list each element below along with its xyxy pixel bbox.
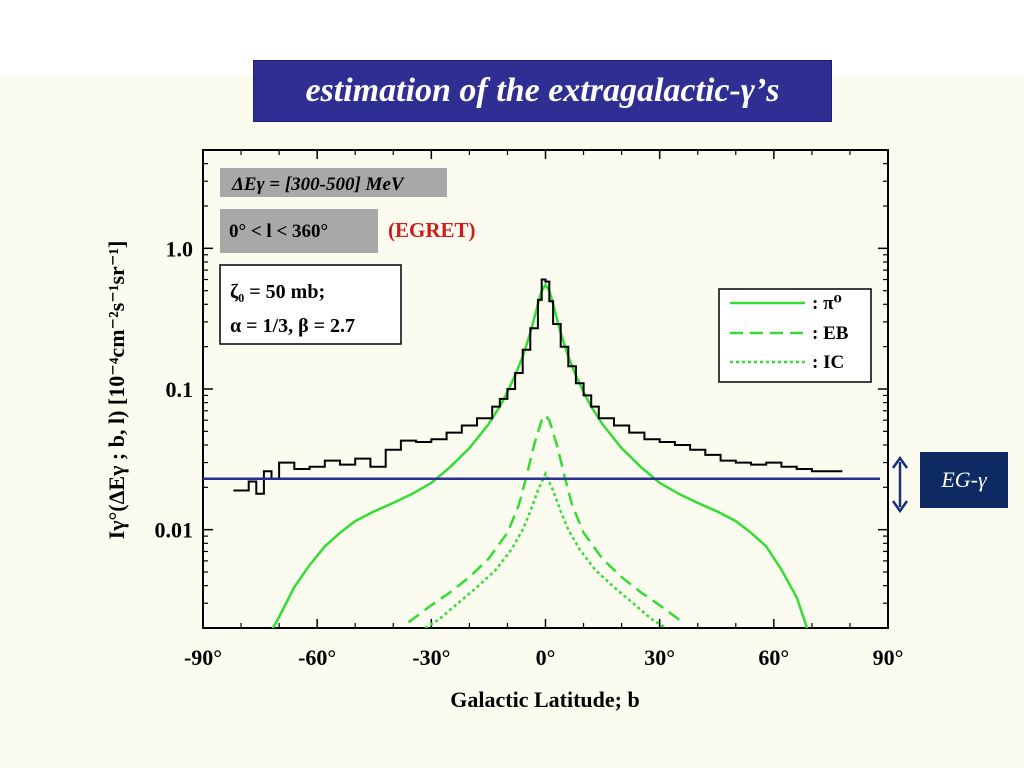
y-tick-label: 0.1 (166, 377, 194, 402)
y-tick-label: 1.0 (166, 236, 194, 261)
pi0-model-curve (271, 282, 809, 628)
x-tick-label: 30° (644, 645, 675, 670)
legend-eb-label: : EB (812, 323, 849, 344)
parameter-alpha-beta-label: α = 1/3, β = 2.7 (230, 315, 355, 337)
legend-ic-label: : IC (812, 352, 844, 373)
x-tick-label: 90° (873, 645, 904, 670)
legend-box (718, 288, 872, 383)
slide-title: estimation of the extragalactic-γ’s (253, 60, 832, 122)
egret-data-histogram (233, 278, 843, 495)
x-tick-label: 0° (536, 645, 556, 670)
energy-band-label: ΔEγ = [300-500] MeV (231, 174, 405, 195)
eg-range-arrow (891, 455, 909, 514)
ic-model-curve (422, 470, 669, 628)
longitude-range-label: 0° < l < 360° (229, 221, 328, 242)
parameters-box (219, 264, 402, 345)
eg-gamma-label: EG-γ (920, 452, 1008, 508)
y-axis-title: Iγ°(ΔEγ ; b, l) [10⁻⁴cm⁻²s⁻¹sr⁻¹] (104, 241, 129, 540)
x-tick-label: -60° (298, 645, 336, 670)
data-source-label: (EGRET) (388, 218, 476, 242)
legend-pi0-label: : π⁰ (812, 293, 842, 314)
longitude-range-box (220, 209, 378, 253)
x-tick-label: -90° (184, 645, 222, 670)
energy-band-box (220, 168, 447, 197)
x-tick-label: 60° (758, 645, 789, 670)
eb-model-curve (407, 413, 684, 624)
plot-lines (233, 278, 843, 628)
x-axis-title: Galactic Latitude; b (450, 687, 639, 712)
x-tick-label: -30° (412, 645, 450, 670)
parameter-zeta-label: ζ₀ = 50 mb; (230, 281, 325, 303)
y-tick-label: 0.01 (155, 518, 194, 543)
axis-ticks: -90° -60° -30° 0° 30° 60° 90° 0.01 0.1 1.0 (155, 149, 904, 670)
